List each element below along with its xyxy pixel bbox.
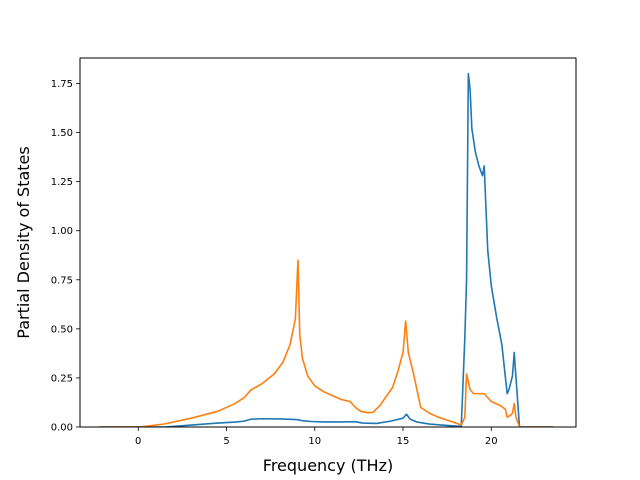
series-line-2 bbox=[99, 259, 554, 427]
x-tick-label: 20 bbox=[485, 436, 498, 447]
y-tick-label: 0.50 bbox=[51, 324, 73, 335]
y-tick-label: 1.25 bbox=[51, 177, 73, 188]
series-line-1 bbox=[99, 72, 554, 427]
y-tick-label: 0.00 bbox=[51, 423, 73, 434]
x-tick-label: 5 bbox=[223, 436, 229, 447]
y-tick-label: 1.00 bbox=[51, 226, 73, 237]
y-tick-label: 1.50 bbox=[51, 128, 73, 139]
plot-lines bbox=[99, 72, 554, 427]
x-axis-label: Frequency (THz) bbox=[263, 456, 393, 475]
y-tick-label: 0.75 bbox=[51, 275, 73, 286]
y-tick-label: 1.75 bbox=[51, 79, 73, 90]
axes-frame bbox=[79, 57, 577, 428]
y-axis-label: Partial Density of States bbox=[14, 146, 33, 338]
x-tick-label: 10 bbox=[308, 436, 321, 447]
x-tick-label: 0 bbox=[135, 436, 141, 447]
y-axis-ticks: 0.00 0.25 0.50 0.75 1.00 1.25 1.50 1.75 bbox=[51, 79, 80, 434]
x-axis-ticks: 0 5 10 15 20 bbox=[135, 427, 498, 447]
y-tick-label: 0.25 bbox=[51, 373, 73, 384]
x-tick-label: 15 bbox=[397, 436, 410, 447]
